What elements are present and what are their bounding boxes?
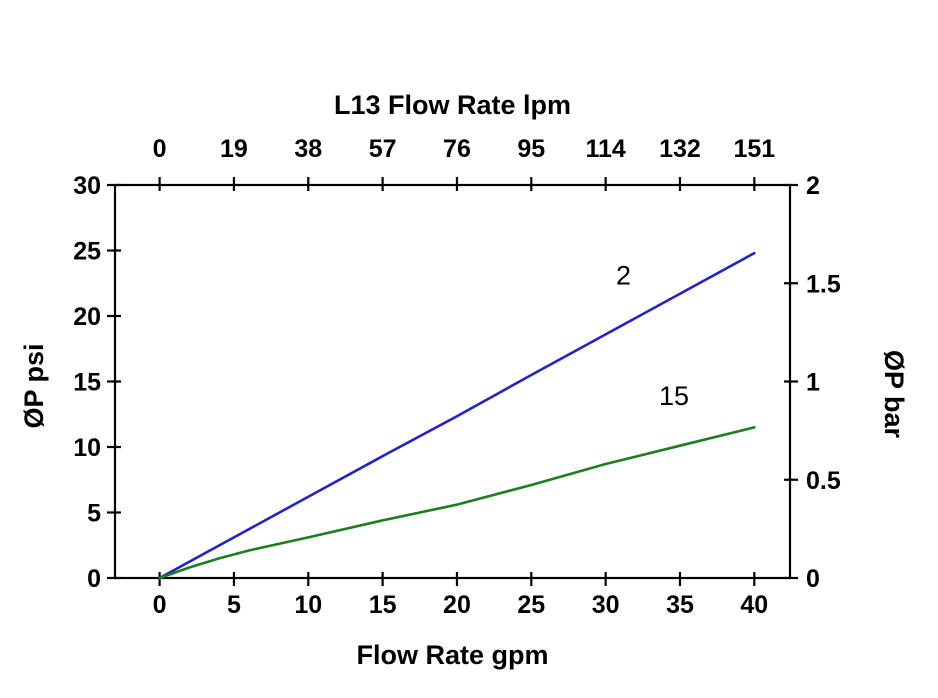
svg-text:10: 10 [73,434,101,462]
svg-text:10: 10 [294,591,322,619]
svg-text:5: 5 [87,500,101,528]
svg-text:1.5: 1.5 [806,270,841,298]
svg-text:25: 25 [73,238,101,266]
svg-text:57: 57 [369,135,397,163]
svg-text:1: 1 [806,369,820,397]
series-line-15 [158,426,756,580]
svg-text:35: 35 [666,591,694,619]
svg-text:0: 0 [87,565,101,593]
y-axis-label-right: ØP bar [879,349,909,439]
x-axis-label: Flow Rate gpm [356,640,549,670]
svg-text:2: 2 [806,172,820,200]
svg-text:114: 114 [585,135,625,163]
svg-text:20: 20 [443,591,471,619]
top-axis-title: L13 Flow Rate lpm [333,90,572,120]
svg-text:30: 30 [73,172,101,200]
series-line-2 [158,251,756,580]
svg-text:0: 0 [153,591,167,619]
svg-text:40: 40 [740,591,768,619]
svg-text:0.5: 0.5 [806,467,841,495]
curve-label-2: 2 [616,261,631,291]
svg-text:5: 5 [227,591,241,619]
svg-text:19: 19 [220,135,248,163]
svg-text:30: 30 [592,591,620,619]
svg-text:0: 0 [153,135,167,163]
svg-text:76: 76 [443,135,471,163]
svg-text:95: 95 [517,135,545,163]
svg-text:38: 38 [294,135,322,163]
y-axis-label-left: ØP psi [19,343,49,429]
svg-text:15: 15 [73,369,101,397]
svg-text:20: 20 [73,303,101,331]
svg-text:151: 151 [733,135,775,163]
svg-text:15: 15 [369,591,397,619]
svg-text:132: 132 [659,135,701,163]
svg-text:0: 0 [806,565,820,593]
svg-text:25: 25 [517,591,545,619]
curve-label-15: 15 [659,381,689,411]
